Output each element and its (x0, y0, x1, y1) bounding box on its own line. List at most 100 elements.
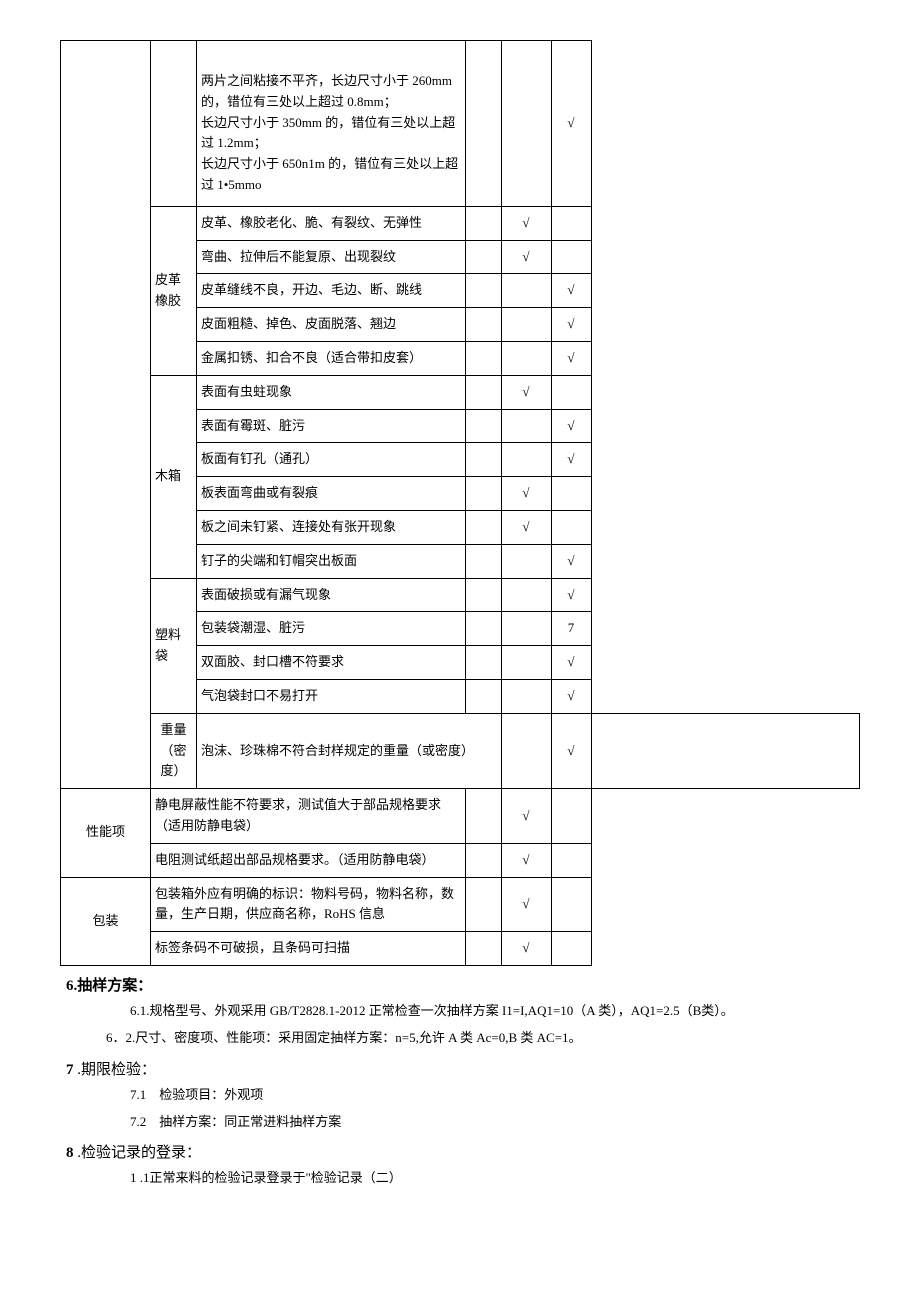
mark-cell-e (465, 443, 501, 477)
table-row: 重量（密度） 泡沫、珍珠棉不符合封样规定的重量（或密度） √ (61, 713, 860, 788)
mark-cell-e (501, 713, 551, 788)
mark-cell-e (465, 274, 501, 308)
mark-cell-b: √ (551, 544, 591, 578)
mark-cell-e (465, 510, 501, 544)
criteria-cell: 两片之间粘接不平齐，长边尺寸小于 260mm 的，错位有三处以上超过 0.8mm… (197, 41, 466, 207)
criteria-cell: 皮面粗糙、掉色、皮面脱落、翘边 (197, 308, 466, 342)
mark-cell-a: √ (501, 789, 551, 844)
criteria-cell: 表面有虫蛀现象 (197, 375, 466, 409)
criteria-cell: 钉子的尖端和钉帽突出板面 (197, 544, 466, 578)
table-row: 电阻测试纸超出部品规格要求。（适用防静电袋） √ (61, 843, 860, 877)
mark-cell-b (591, 713, 860, 788)
criteria-cell: 包装袋潮湿、脏污 (197, 612, 466, 646)
table-row: 塑料袋 表面破损或有漏气现象 √ (61, 578, 860, 612)
table-row: 皮革橡胶 皮革、橡胶老化、脆、有裂纹、无弹性 √ (61, 206, 860, 240)
criteria-cell: 包装箱外应有明确的标识：物料号码，物料名称，数量，生产日期，供应商名称，RoHS… (151, 877, 466, 932)
section-6-title: 6.抽样方案： (66, 978, 152, 994)
mark-cell-e (465, 578, 501, 612)
mark-cell-e (465, 41, 501, 207)
mark-cell-b (551, 240, 591, 274)
criteria-cell: 金属扣锈、扣合不良（适合带扣皮套） (197, 341, 466, 375)
category-packaging: 包装 (61, 877, 151, 965)
mark-cell-e (465, 612, 501, 646)
mark-cell-e (465, 308, 501, 342)
criteria-cell: 板面有钉孔（通孔） (197, 443, 466, 477)
mark-cell-a: √ (501, 477, 551, 511)
mark-cell-a: √ (501, 510, 551, 544)
mark-cell-b (551, 375, 591, 409)
mark-cell-a (501, 679, 551, 713)
mark-cell-b: √ (551, 341, 591, 375)
criteria-cell: 泡沫、珍珠棉不符合封样规定的重量（或密度） (197, 713, 502, 788)
mark-cell-a (501, 578, 551, 612)
section-6-2-text: 6．2.尺寸、密度项、性能项：采用固定抽样方案：n=5,允许 A 类 Ac=0,… (106, 1026, 860, 1049)
mark-cell-a: √ (501, 240, 551, 274)
criteria-cell: 皮革、橡胶老化、脆、有裂纹、无弹性 (197, 206, 466, 240)
mark-cell-b: √ (551, 409, 591, 443)
section-7-num: 7 (66, 1062, 74, 1078)
mark-cell-b: √ (551, 679, 591, 713)
mark-cell-b: √ (551, 578, 591, 612)
subcategory-wood: 木箱 (151, 375, 197, 578)
criteria-cell: 电阻测试纸超出部品规格要求。（适用防静电袋） (151, 843, 466, 877)
table-row: 两片之间粘接不平齐，长边尺寸小于 260mm 的，错位有三处以上超过 0.8mm… (61, 41, 860, 207)
mark-cell-e (465, 679, 501, 713)
criteria-cell: 板表面弯曲或有裂痕 (197, 477, 466, 511)
section-8-rest: .检验记录的登录： (74, 1145, 202, 1161)
mark-cell-a: √ (501, 206, 551, 240)
mark-cell-e (465, 375, 501, 409)
mark-cell-a (501, 274, 551, 308)
table-row: 性能项 静电屏蔽性能不符要求，测试值大于部品规格要求（适用防静电袋） √ (61, 789, 860, 844)
mark-cell-e (465, 477, 501, 511)
mark-cell-a: √ (501, 877, 551, 932)
section-6-heading: 6.抽样方案： (66, 974, 860, 995)
criteria-cell: 皮革缝线不良，开边、毛边、断、跳线 (197, 274, 466, 308)
mark-cell-b: √ (551, 41, 591, 207)
section-6-1-text: 6.1.规格型号、外观采用 GB/T2828.1-2012 正常检查一次抽样方案… (130, 999, 860, 1022)
section-7-heading: 7 .期限检验： (66, 1058, 860, 1079)
mark-cell-a (501, 443, 551, 477)
criteria-cell: 气泡袋封口不易打开 (197, 679, 466, 713)
subcategory-leather: 皮革橡胶 (151, 206, 197, 375)
criteria-cell: 静电屏蔽性能不符要求，测试值大于部品规格要求（适用防静电袋） (151, 789, 466, 844)
subcategory-bag: 塑料袋 (151, 578, 197, 713)
section-7-rest: .期限检验： (74, 1062, 157, 1078)
mark-cell-e (465, 877, 501, 932)
section-7-2-text: 7.2 抽样方案：同正常进料抽样方案 (130, 1110, 860, 1133)
mark-cell-b (551, 477, 591, 511)
mark-cell-e (465, 409, 501, 443)
mark-cell-e (465, 646, 501, 680)
mark-cell-a: √ (501, 932, 551, 966)
table-row: 包装 包装箱外应有明确的标识：物料号码，物料名称，数量，生产日期，供应商名称，R… (61, 877, 860, 932)
mark-cell-b (551, 932, 591, 966)
mark-cell-a (501, 341, 551, 375)
criteria-cell: 弯曲、拉伸后不能复原、出现裂纹 (197, 240, 466, 274)
mark-cell-a (501, 308, 551, 342)
mark-cell-a (501, 646, 551, 680)
mark-cell-b: √ (551, 646, 591, 680)
mark-cell-b (551, 877, 591, 932)
section-7-1-text: 7.1 检验项目：外观项 (130, 1083, 860, 1106)
section-8-num: 8 (66, 1145, 74, 1161)
mark-cell-a (501, 544, 551, 578)
table-row: 木箱 表面有虫蛀现象 √ (61, 375, 860, 409)
mark-cell-e (465, 789, 501, 844)
mark-cell-e (465, 932, 501, 966)
mark-cell-e (465, 240, 501, 274)
mark-cell-e (465, 206, 501, 240)
criteria-cell: 板之间未钉紧、连接处有张开现象 (197, 510, 466, 544)
mark-cell-b: 7 (551, 612, 591, 646)
mark-cell-b (551, 206, 591, 240)
mark-cell-b (551, 510, 591, 544)
mark-cell-b (551, 789, 591, 844)
category-performance: 性能项 (61, 789, 151, 877)
section-8-1-text: 1 .1正常来料的检验记录登录于"检验记录（二） (130, 1166, 860, 1189)
mark-cell-b: √ (551, 274, 591, 308)
mark-cell-b (551, 843, 591, 877)
mark-cell-a: √ (501, 843, 551, 877)
mark-cell-a (501, 612, 551, 646)
category-cell-blank (61, 41, 151, 789)
criteria-cell: 表面有霉斑、脏污 (197, 409, 466, 443)
mark-cell-a: √ (551, 713, 591, 788)
mark-cell-b: √ (551, 308, 591, 342)
